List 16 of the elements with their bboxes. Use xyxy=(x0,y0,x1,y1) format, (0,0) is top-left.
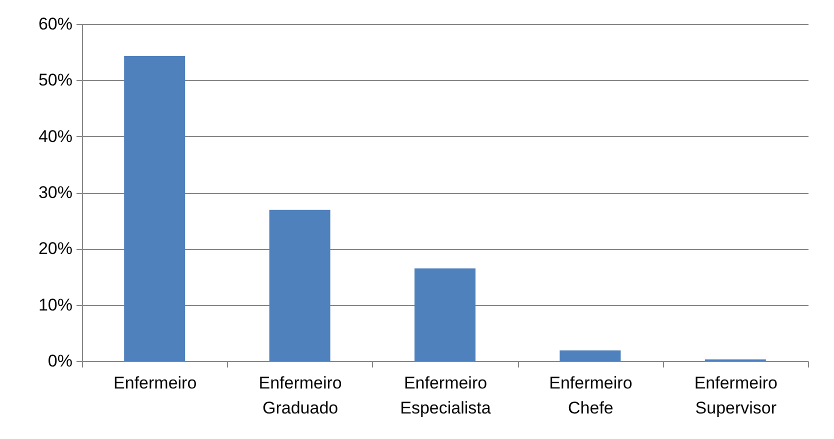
y-tick-label: 0% xyxy=(48,352,72,370)
x-tick-label: Enfermeiro Chefe xyxy=(549,374,632,418)
y-tick-label: 60% xyxy=(38,14,72,34)
bar xyxy=(560,350,621,361)
bar xyxy=(124,56,186,361)
bar xyxy=(414,268,476,361)
y-tick-label: 40% xyxy=(38,126,72,146)
bar xyxy=(269,210,330,361)
x-tick-label: Enfermeiro Supervisor xyxy=(694,374,778,418)
y-tick-label: 20% xyxy=(38,239,72,258)
y-tick-label: 50% xyxy=(38,70,72,90)
y-tick-label: 30% xyxy=(38,183,72,202)
x-tick-label: Enfermeiro Graduado xyxy=(258,374,342,418)
y-tick-label: 10% xyxy=(38,295,72,314)
x-tick-label: Enfermeiro Especialista xyxy=(400,374,492,418)
x-tick-label: Enfermeiro xyxy=(114,374,197,392)
